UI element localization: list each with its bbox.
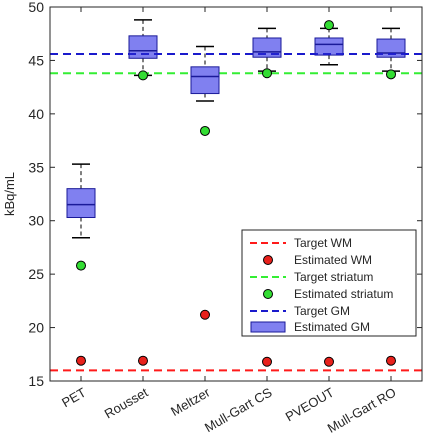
box-mull-gart-cs	[252, 27, 282, 72]
box-meltzer	[190, 45, 220, 102]
point-estimated-striatum	[262, 68, 272, 79]
legend-label-target-gm: Target GM	[294, 304, 350, 318]
x-tick-label: PVEOUT	[283, 385, 337, 425]
gm-boxes	[50, 19, 422, 239]
y-tick-label: 50	[28, 0, 44, 15]
point-estimated-wm	[138, 355, 148, 366]
y-tick-label: 40	[28, 106, 44, 122]
y-tick-label: 45	[28, 52, 44, 68]
x-tick-label: Mull-Gart CS	[202, 384, 275, 435]
point-estimated-striatum	[386, 69, 396, 80]
box-body	[190, 66, 220, 95]
legend-label-target-wm: Target WM	[294, 236, 352, 250]
point-estimated-striatum	[324, 20, 334, 31]
point-estimated-wm	[76, 355, 86, 366]
y-tick-label: 15	[28, 373, 44, 389]
legend-label-estimated-gm: Estimated GM	[294, 320, 370, 334]
legend-box	[241, 229, 417, 337]
point-estimated-striatum	[138, 70, 148, 81]
box-body	[66, 188, 96, 219]
legend-label-target-striatum: Target striatum	[294, 270, 373, 284]
legend-label-estimated-striatum: Estimated striatum	[294, 287, 393, 301]
legend-swatch-estimated-gm	[250, 321, 286, 333]
plot-frame	[49, 6, 423, 382]
box-body	[314, 37, 344, 56]
x-tick-label: PET	[59, 385, 88, 411]
legend-label-estimated-wm: Estimated WM	[294, 253, 372, 267]
x-tick-label: Meltzer	[168, 384, 213, 419]
point-estimated-wm	[200, 309, 210, 320]
box-body	[128, 35, 158, 59]
legend-swatch-estimated-wm	[263, 255, 273, 265]
x-tick-label: Mull-Gart RO	[325, 385, 399, 436]
legend: Target WM Estimated WM Target striatum E…	[241, 229, 417, 337]
y-tick-label: 20	[28, 320, 44, 336]
point-estimated-wm	[324, 356, 334, 367]
legend-swatch-estimated-striatum	[263, 289, 273, 299]
y-tick-label: 25	[28, 266, 44, 282]
box-pet	[66, 163, 96, 239]
point-estimated-wm	[386, 355, 396, 366]
point-estimated-striatum	[200, 125, 210, 136]
y-axis: 15 20 25 30 35 40 45 50	[28, 0, 422, 389]
y-tick-label: 30	[28, 213, 44, 229]
point-estimated-wm	[262, 356, 272, 367]
y-axis-label: kBq/mL	[2, 172, 17, 216]
x-tick-label: Rousset	[102, 384, 151, 421]
y-tick-label: 35	[28, 159, 44, 175]
data-points	[76, 20, 396, 367]
point-estimated-striatum	[76, 260, 86, 271]
